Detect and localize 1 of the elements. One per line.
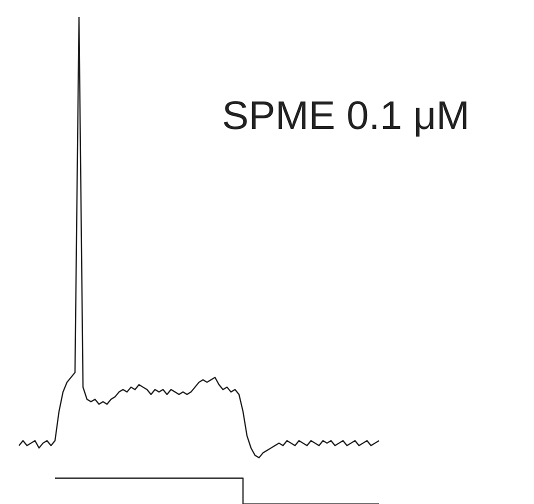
text: SPME 0.1 μM xyxy=(222,94,470,139)
